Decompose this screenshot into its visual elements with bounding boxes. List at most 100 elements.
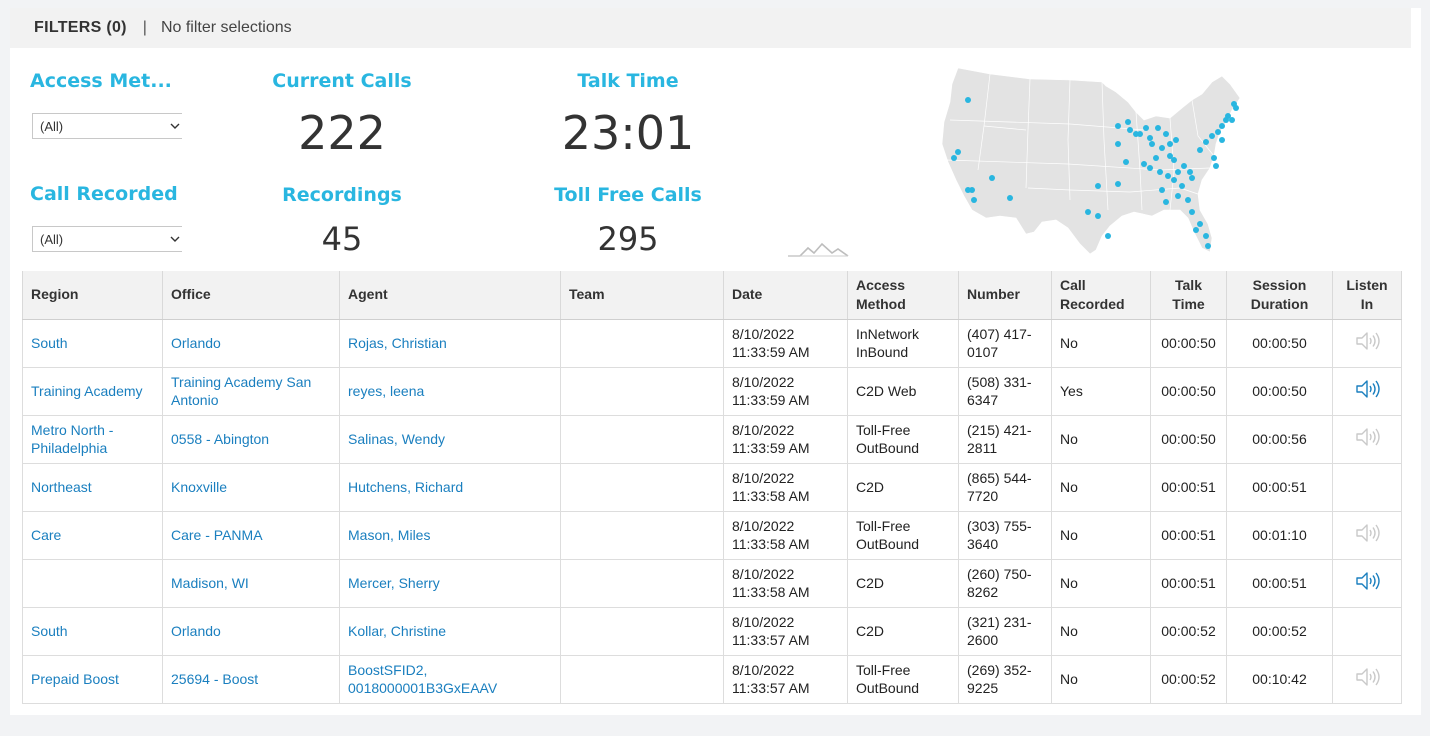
cell-agent[interactable]: Rojas, Christian bbox=[339, 318, 561, 368]
cell-agent[interactable]: reyes, leena bbox=[339, 366, 561, 416]
cell-office[interactable]: Orlando bbox=[162, 606, 340, 656]
table-row[interactable]: Training Academy Training Academy San Ant… bbox=[22, 366, 1402, 416]
cell-date: 8/10/2022 11:33:59 AM bbox=[723, 414, 848, 464]
map-points bbox=[951, 97, 1239, 249]
cell-date: 8/10/2022 11:33:58 AM bbox=[723, 558, 848, 608]
cell-agent[interactable]: Kollar, Christine bbox=[339, 606, 561, 656]
cell-talk-time: 00:00:51 bbox=[1150, 558, 1227, 608]
call-recorded-select[interactable]: (All) bbox=[32, 226, 182, 252]
cell-call-recorded: Yes bbox=[1051, 366, 1151, 416]
call-recorded-title: Call Recorded bbox=[30, 183, 178, 205]
cell-team bbox=[560, 606, 724, 656]
talk-time-title: Talk Time bbox=[577, 70, 679, 92]
cell-number: (260) 750-8262 bbox=[958, 558, 1052, 608]
cell-team bbox=[560, 462, 724, 512]
cell-agent[interactable]: Salinas, Wendy bbox=[339, 414, 561, 464]
cell-office[interactable]: Orlando bbox=[162, 318, 340, 368]
call-recorded-value: (All) bbox=[40, 231, 64, 247]
cell-agent[interactable]: Mason, Miles bbox=[339, 510, 561, 560]
mountain-logo-icon bbox=[788, 242, 849, 257]
cell-office[interactable]: 0558 - Abington bbox=[162, 414, 340, 464]
cell-call-recorded: No bbox=[1051, 558, 1151, 608]
cell-date: 8/10/2022 11:33:59 AM bbox=[723, 366, 848, 416]
column-header-agent[interactable]: Agent bbox=[339, 271, 561, 320]
cell-team bbox=[560, 414, 724, 464]
us-map-chart[interactable] bbox=[930, 60, 1260, 260]
cell-listen-in bbox=[1332, 462, 1402, 512]
cell-call-recorded: No bbox=[1051, 414, 1151, 464]
cell-call-recorded: No bbox=[1051, 318, 1151, 368]
table-row[interactable]: Northeast Knoxville Hutchens, Richard 8/10/… bbox=[22, 462, 1402, 512]
column-header-date[interactable]: Date bbox=[723, 271, 848, 320]
table-row[interactable]: Prepaid Boost 25694 - Boost BoostSFID2, 00… bbox=[22, 654, 1402, 704]
filter-bar[interactable]: FILTERS (0) | No filter selections bbox=[10, 8, 1411, 48]
filters-status: No filter selections bbox=[160, 19, 292, 36]
toll-free-calls-value: 295 bbox=[597, 220, 659, 258]
column-header-call-recorded[interactable]: Call Recorded bbox=[1051, 271, 1151, 320]
cell-session-duration: 00:10:42 bbox=[1226, 654, 1333, 704]
cell-talk-time: 00:00:51 bbox=[1150, 462, 1227, 512]
speaker-icon bbox=[1356, 668, 1380, 686]
column-header-team[interactable]: Team bbox=[560, 271, 724, 320]
cell-region[interactable]: Northeast bbox=[22, 462, 163, 512]
recordings-title: Recordings bbox=[282, 184, 402, 206]
cell-listen-in[interactable] bbox=[1332, 366, 1402, 416]
current-calls-title: Current Calls bbox=[272, 70, 412, 92]
cell-region[interactable] bbox=[22, 558, 163, 608]
cell-office[interactable]: Knoxville bbox=[162, 462, 340, 512]
speaker-icon bbox=[1356, 524, 1380, 542]
access-method-select[interactable]: (All) bbox=[32, 113, 182, 139]
cell-region[interactable]: Prepaid Boost bbox=[22, 654, 163, 704]
cell-access-method: Toll-Free OutBound bbox=[847, 414, 959, 464]
cell-number: (215) 421-2811 bbox=[958, 414, 1052, 464]
state-lines bbox=[945, 73, 1215, 211]
cell-number: (407) 417-0107 bbox=[958, 318, 1052, 368]
cell-number: (269) 352-9225 bbox=[958, 654, 1052, 704]
column-header-listen-in[interactable]: Listen In bbox=[1332, 271, 1402, 320]
cell-access-method: InNetwork InBound bbox=[847, 318, 959, 368]
cell-office[interactable]: Madison, WI bbox=[162, 558, 340, 608]
filters-title[interactable]: FILTERS (0) bbox=[34, 19, 127, 36]
cell-talk-time: 00:00:51 bbox=[1150, 510, 1227, 560]
speaker-icon bbox=[1356, 428, 1380, 446]
cell-number: (865) 544-7720 bbox=[958, 462, 1052, 512]
cell-agent[interactable]: BoostSFID2, 0018000001B3GxEAAV bbox=[339, 654, 561, 704]
us-map-land bbox=[941, 67, 1241, 255]
cell-team bbox=[560, 366, 724, 416]
table-row[interactable]: Care Care - PANMA Mason, Miles 8/10/2022 11… bbox=[22, 510, 1402, 560]
cell-region[interactable]: South bbox=[22, 318, 163, 368]
column-header-talk-time[interactable]: Talk Time bbox=[1150, 271, 1227, 320]
speaker-icon[interactable] bbox=[1354, 378, 1380, 400]
cell-call-recorded: No bbox=[1051, 654, 1151, 704]
column-header-number[interactable]: Number bbox=[958, 271, 1052, 320]
cell-date: 8/10/2022 11:33:58 AM bbox=[723, 510, 848, 560]
cell-access-method: C2D bbox=[847, 606, 959, 656]
cell-office[interactable]: 25694 - Boost bbox=[162, 654, 340, 704]
table-row[interactable]: Madison, WI Mercer, Sherry 8/10/2022 11:33… bbox=[22, 558, 1402, 608]
cell-access-method: C2D bbox=[847, 462, 959, 512]
column-header-session-duration[interactable]: Session Duration bbox=[1226, 271, 1333, 320]
cell-office[interactable]: Training Academy San Antonio bbox=[162, 366, 340, 416]
table-row[interactable]: Metro North - Philadelphia 0558 - Abingto… bbox=[22, 414, 1402, 464]
column-header-office[interactable]: Office bbox=[162, 271, 340, 320]
table-row[interactable]: South Orlando Rojas, Christian 8/10/2022 11… bbox=[22, 318, 1402, 368]
recordings-value: 45 bbox=[321, 220, 363, 258]
cell-agent[interactable]: Mercer, Sherry bbox=[339, 558, 561, 608]
cell-region[interactable]: Care bbox=[22, 510, 163, 560]
cell-region[interactable]: Metro North - Philadelphia bbox=[22, 414, 163, 464]
talk-time-value: 23:01 bbox=[561, 106, 695, 160]
column-header-region[interactable]: Region bbox=[22, 271, 163, 320]
cell-listen-in bbox=[1332, 510, 1402, 560]
table-body: South Orlando Rojas, Christian 8/10/2022 11… bbox=[22, 318, 1402, 704]
speaker-icon[interactable] bbox=[1354, 570, 1380, 592]
cell-agent[interactable]: Hutchens, Richard bbox=[339, 462, 561, 512]
cell-call-recorded: No bbox=[1051, 510, 1151, 560]
cell-office[interactable]: Care - PANMA bbox=[162, 510, 340, 560]
column-header-access-method[interactable]: Access Method bbox=[847, 271, 959, 320]
cell-team bbox=[560, 510, 724, 560]
table-row[interactable]: South Orlando Kollar, Christine 8/10/2022 1… bbox=[22, 606, 1402, 656]
cell-date: 8/10/2022 11:33:58 AM bbox=[723, 462, 848, 512]
cell-region[interactable]: South bbox=[22, 606, 163, 656]
cell-listen-in[interactable] bbox=[1332, 558, 1402, 608]
cell-region[interactable]: Training Academy bbox=[22, 366, 163, 416]
